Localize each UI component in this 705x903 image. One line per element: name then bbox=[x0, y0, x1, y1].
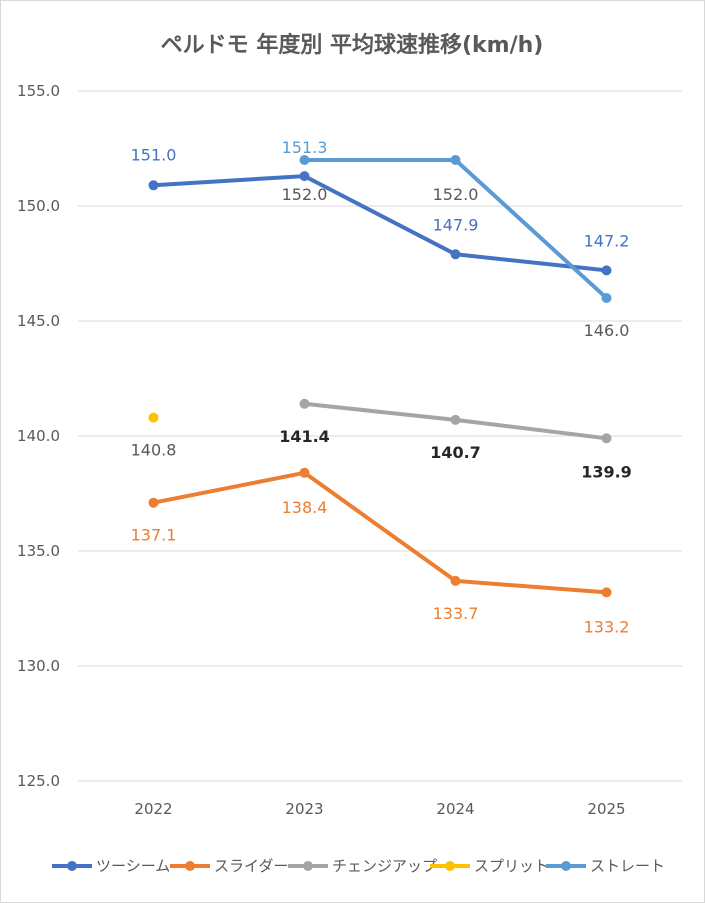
data-point bbox=[450, 155, 461, 165]
legend-swatch-marker bbox=[185, 861, 195, 871]
data-point bbox=[601, 265, 612, 276]
data-label: 147.2 bbox=[584, 231, 630, 250]
legend-label: スライダー bbox=[214, 857, 288, 875]
data-point bbox=[299, 398, 310, 409]
chart-title: ペルドモ 年度別 平均球速推移(km/h) bbox=[161, 32, 544, 58]
y-tick-label: 150.0 bbox=[17, 197, 60, 215]
series-4 bbox=[148, 412, 159, 423]
data-label: 133.7 bbox=[433, 604, 479, 623]
data-label: 146.0 bbox=[584, 321, 630, 340]
data-label: 138.4 bbox=[282, 498, 328, 517]
series-3 bbox=[299, 398, 612, 444]
x-tick-label: 2025 bbox=[587, 800, 625, 818]
data-label: 151.3 bbox=[282, 138, 328, 157]
data-label: 151.0 bbox=[131, 145, 177, 164]
legend-item: スライダー bbox=[170, 857, 288, 875]
series-1 bbox=[148, 171, 612, 276]
data-point bbox=[601, 433, 612, 444]
data-label: 140.8 bbox=[131, 441, 177, 460]
data-label: 147.9 bbox=[433, 215, 479, 234]
y-tick-label: 125.0 bbox=[17, 772, 60, 790]
y-tick-label: 130.0 bbox=[17, 657, 60, 675]
data-point bbox=[450, 414, 461, 425]
legend-item: ツーシーム bbox=[52, 857, 170, 875]
legend-item: ストレート bbox=[546, 857, 665, 875]
series-2 bbox=[148, 467, 612, 598]
legend-swatch-marker bbox=[67, 861, 77, 871]
data-point bbox=[601, 293, 612, 303]
data-labels: 151.0 152.0 147.9 147.2 137.1 138.4 133.7 133.2… bbox=[131, 138, 632, 636]
legend-swatch-marker bbox=[303, 861, 313, 871]
legend-label: スプリット bbox=[474, 857, 549, 875]
data-point bbox=[148, 497, 159, 508]
series-line bbox=[151, 174, 609, 273]
y-axis-ticks: 155.0 150.0 145.0 140.0 135.0 130.0 125.0 bbox=[17, 82, 60, 790]
legend-swatch-marker bbox=[561, 861, 571, 871]
y-tick-label: 140.0 bbox=[17, 427, 60, 445]
data-label: 152.0 bbox=[433, 185, 479, 204]
data-point bbox=[299, 155, 310, 165]
data-label: 152.0 bbox=[282, 185, 328, 204]
data-label: 141.4 bbox=[279, 427, 330, 446]
legend: ツーシーム スライダー チェンジアップ スプリット ストレート bbox=[52, 857, 665, 875]
data-point bbox=[450, 249, 461, 260]
legend-label: チェンジアップ bbox=[332, 857, 437, 875]
legend-item: スプリット bbox=[430, 857, 549, 875]
x-tick-label: 2024 bbox=[436, 800, 474, 818]
legend-label: ストレート bbox=[590, 857, 665, 875]
x-axis-ticks: 2022 2023 2024 2025 bbox=[134, 800, 625, 818]
data-point bbox=[299, 171, 310, 182]
data-label: 139.9 bbox=[581, 462, 632, 481]
y-tick-label: 145.0 bbox=[17, 312, 60, 330]
legend-item: チェンジアップ bbox=[288, 857, 437, 875]
data-label: 137.1 bbox=[131, 526, 177, 545]
legend-swatch-marker bbox=[445, 861, 455, 871]
y-tick-label: 155.0 bbox=[17, 82, 60, 100]
series-line bbox=[151, 470, 609, 595]
series-5 bbox=[299, 155, 612, 303]
data-point bbox=[601, 587, 612, 598]
data-point bbox=[299, 467, 310, 478]
data-point bbox=[148, 180, 159, 191]
data-label: 133.2 bbox=[584, 617, 630, 636]
series-group bbox=[148, 155, 612, 598]
x-tick-label: 2022 bbox=[134, 800, 172, 818]
y-tick-label: 135.0 bbox=[17, 542, 60, 560]
data-label: 140.7 bbox=[430, 443, 481, 462]
data-point bbox=[450, 575, 461, 586]
legend-label: ツーシーム bbox=[96, 857, 170, 875]
data-point bbox=[148, 412, 159, 423]
x-tick-label: 2023 bbox=[285, 800, 323, 818]
